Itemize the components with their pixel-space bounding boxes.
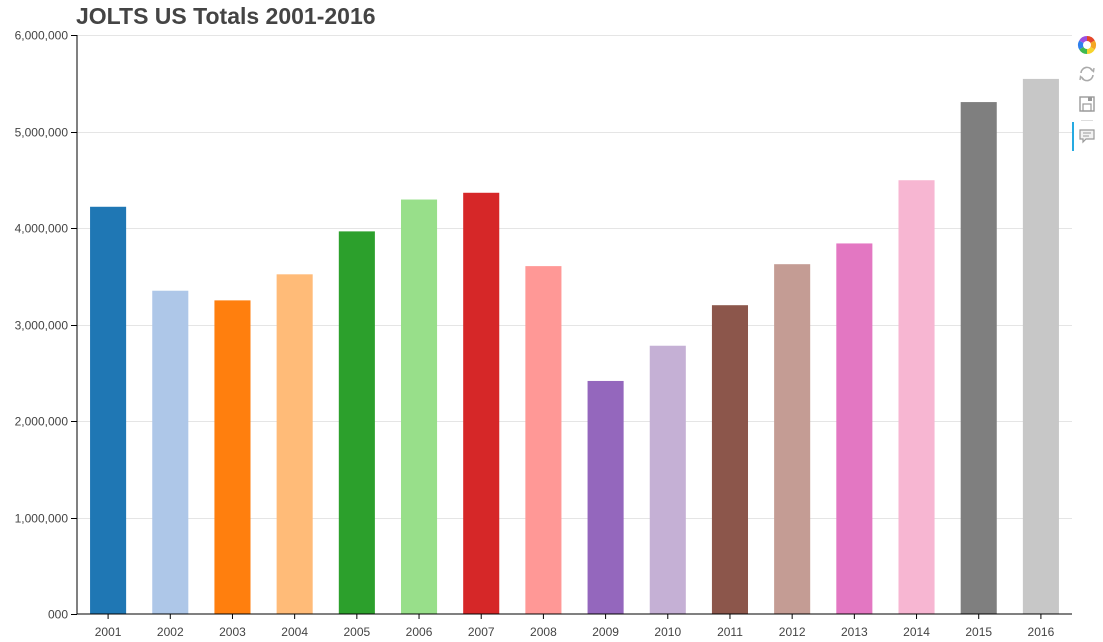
y-tick-label: 2,000,000: [15, 415, 69, 429]
bar-2016: [1022, 78, 1059, 615]
y-tick-label: 4,000,000: [15, 222, 69, 236]
bar-2015: [960, 102, 997, 614]
x-tick-label: 2014: [903, 625, 930, 639]
x-tick-label: 2011: [717, 625, 743, 639]
x-tick-label: 2004: [281, 625, 308, 639]
x-tick-label: 2010: [654, 625, 681, 639]
bar-2004: [276, 274, 313, 614]
x-tick-label: 2016: [1028, 625, 1055, 639]
y-tick-label: 000: [48, 608, 68, 622]
x-tick-label: 2001: [95, 625, 122, 639]
bokeh-logo-icon[interactable]: [1076, 34, 1098, 56]
save-icon[interactable]: [1076, 93, 1098, 115]
x-tick-label: 2006: [406, 625, 433, 639]
y-tick-label: 5,000,000: [15, 126, 69, 140]
y-tick-label: 6,000,000: [15, 29, 69, 43]
x-tick-label: 2013: [841, 625, 868, 639]
y-axis-ticks: 000 1,000,000 2,000,000 3,000,000 4,000,000 5…: [15, 29, 77, 622]
axes: [76, 35, 1072, 615]
toolbar-divider: [1081, 120, 1093, 121]
bar-2006: [400, 199, 438, 614]
hover-icon[interactable]: [1076, 125, 1098, 147]
x-tick-label: 2012: [779, 625, 806, 639]
y-tick-label: 1,000,000: [15, 512, 69, 526]
x-tick-label: 2005: [343, 625, 370, 639]
x-tick-label: 2015: [965, 625, 992, 639]
x-tick-label: 2007: [468, 625, 495, 639]
bar-2008: [525, 266, 562, 614]
bar-2009: [587, 380, 624, 614]
toolbar: [1072, 34, 1103, 154]
bar-2007: [463, 192, 500, 614]
x-tick-label: 2003: [219, 625, 246, 639]
bar-2012: [774, 264, 811, 614]
bar-2001: [90, 206, 127, 614]
chart-title: JOLTS US Totals 2001-2016: [76, 3, 376, 29]
bar-2014: [898, 180, 935, 615]
bar-2013: [836, 243, 873, 614]
x-tick-label: 2008: [530, 625, 557, 639]
active-tool-indicator: [1072, 122, 1074, 151]
reset-icon[interactable]: [1076, 63, 1098, 85]
x-axis-ticks: 2001 2002 2003 2004 2005 2006 2007 2008 2009 2010…: [95, 614, 1055, 639]
x-tick-label: 2009: [592, 625, 619, 639]
bar-2005: [338, 231, 375, 614]
x-tick-label: 2002: [157, 625, 184, 639]
bar-2010: [649, 345, 686, 614]
bars: [90, 78, 1059, 615]
bar-2003: [214, 300, 251, 614]
bar-2011: [711, 305, 749, 614]
bar-2002: [152, 290, 189, 614]
y-tick-label: 3,000,000: [15, 319, 69, 333]
